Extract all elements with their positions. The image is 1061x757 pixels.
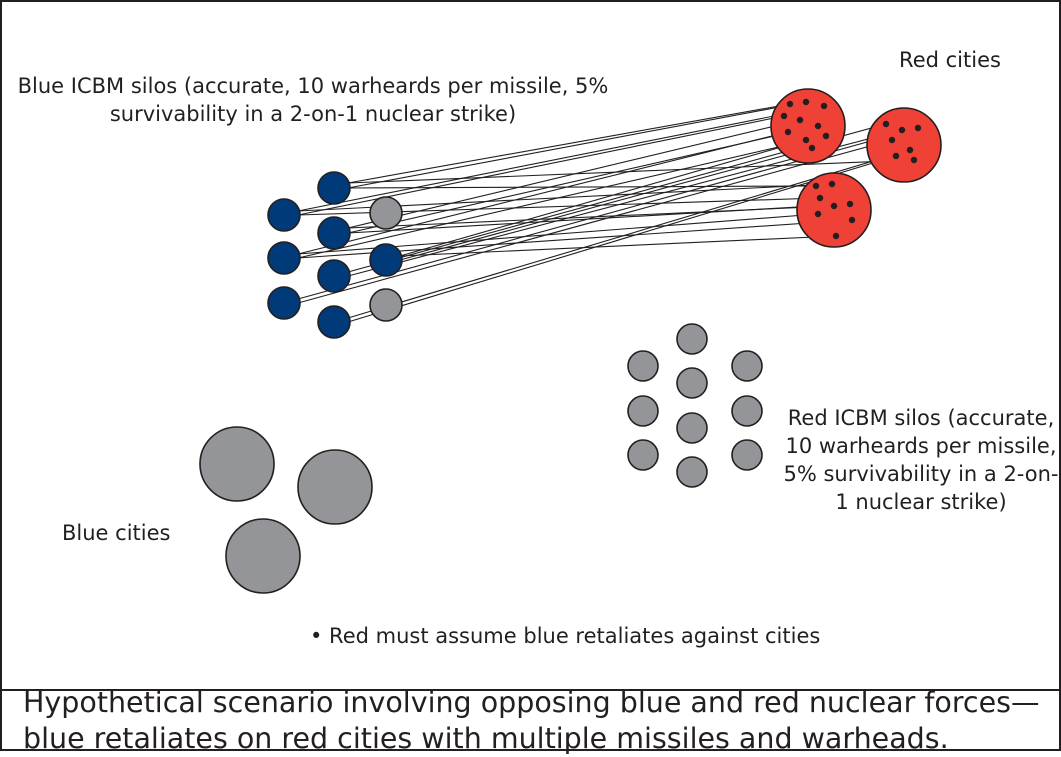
blue-silo-surviving	[317, 305, 351, 339]
blue-silo-surviving	[267, 198, 301, 232]
blue-cities	[199, 426, 373, 594]
diagram-canvas	[199, 88, 942, 594]
warhead-trajectory	[399, 235, 837, 257]
warhead-impact-dot	[812, 182, 820, 190]
blue-silo-surviving	[317, 171, 351, 205]
warhead-impact-dot	[816, 194, 824, 202]
warhead-impact-dot	[814, 210, 822, 218]
warhead-trajectory	[347, 159, 915, 184]
blue-icbm-silos	[267, 171, 403, 339]
warhead-trajectory	[297, 115, 785, 216]
warhead-impact-dot	[802, 98, 810, 106]
figure-caption: Hypothetical scenario involving opposing…	[23, 686, 1040, 755]
red-city	[796, 172, 872, 248]
blue-city	[199, 426, 275, 502]
warhead-impact-dot	[830, 202, 838, 210]
warhead-impact-dot	[814, 122, 822, 130]
blue-silo-surviving	[267, 241, 301, 275]
warhead-impact-points	[780, 98, 922, 240]
caption-area	[0, 689, 1061, 751]
blue-silo-surviving	[369, 243, 403, 277]
warhead-impact-dot	[888, 136, 896, 144]
warhead-trajectory	[347, 103, 791, 184]
red-silos-label: Red ICBM silos (accurate, 10 warheards p…	[783, 406, 1059, 514]
warhead-impact-dot	[820, 102, 828, 110]
warhead-impact-dot	[822, 132, 830, 140]
red-silo	[731, 439, 763, 471]
warhead-impact-dot	[910, 156, 918, 164]
blue-silo-destroyed	[369, 196, 403, 230]
warhead-trajectory	[347, 185, 817, 189]
red-silo	[676, 367, 708, 399]
blue-city	[297, 449, 373, 525]
warhead-trajectory	[347, 101, 807, 189]
red-silo	[676, 412, 708, 444]
red-silo	[676, 323, 708, 355]
red-silo	[731, 350, 763, 382]
warhead-impact-dot	[882, 120, 890, 128]
warhead-impact-dot	[832, 232, 840, 240]
warhead-impact-dot	[784, 128, 792, 136]
red-silo	[676, 456, 708, 488]
blue-silo-surviving	[317, 259, 351, 293]
warhead-trajectory	[347, 203, 851, 234]
red-silo	[627, 439, 659, 471]
blue-silo-surviving	[317, 216, 351, 250]
warhead-trajectory	[297, 135, 827, 259]
blue-cities-label: Blue cities	[62, 521, 171, 545]
warhead-trajectory	[399, 139, 807, 257]
warhead-impact-dot	[796, 116, 804, 124]
red-silo	[627, 395, 659, 427]
blue-silo-surviving	[267, 286, 301, 320]
red-cities-label: Red cities	[899, 48, 1001, 72]
warhead-trajectory	[297, 139, 893, 304]
warhead-impact-dot	[906, 146, 914, 154]
warhead-trajectory	[347, 155, 897, 323]
warhead-impact-dot	[914, 124, 922, 132]
red-city	[866, 107, 942, 183]
warhead-impact-dot	[780, 112, 788, 120]
warhead-impact-dot	[846, 200, 854, 208]
red-icbm-silos	[627, 323, 763, 488]
warhead-trajectory	[297, 131, 789, 255]
red-silo	[627, 350, 659, 382]
blue-city	[225, 518, 301, 594]
warhead-trajectory	[297, 105, 825, 212]
warhead-impact-dot	[828, 180, 836, 188]
blue-silos-label: Blue ICBM silos (accurate, 10 warheards …	[17, 74, 609, 126]
warhead-impact-dot	[848, 216, 856, 224]
warhead-impact-dot	[892, 152, 900, 160]
warhead-impact-dot	[786, 100, 794, 108]
warhead-trajectory	[399, 147, 813, 261]
warhead-impact-dot	[802, 136, 810, 144]
red-silo	[731, 395, 763, 427]
warhead-impact-dot	[808, 144, 816, 152]
warhead-impact-dot	[898, 126, 906, 134]
assumption-note: • Red must assume blue retaliates agains…	[310, 624, 821, 648]
blue-silo-destroyed	[369, 288, 403, 322]
